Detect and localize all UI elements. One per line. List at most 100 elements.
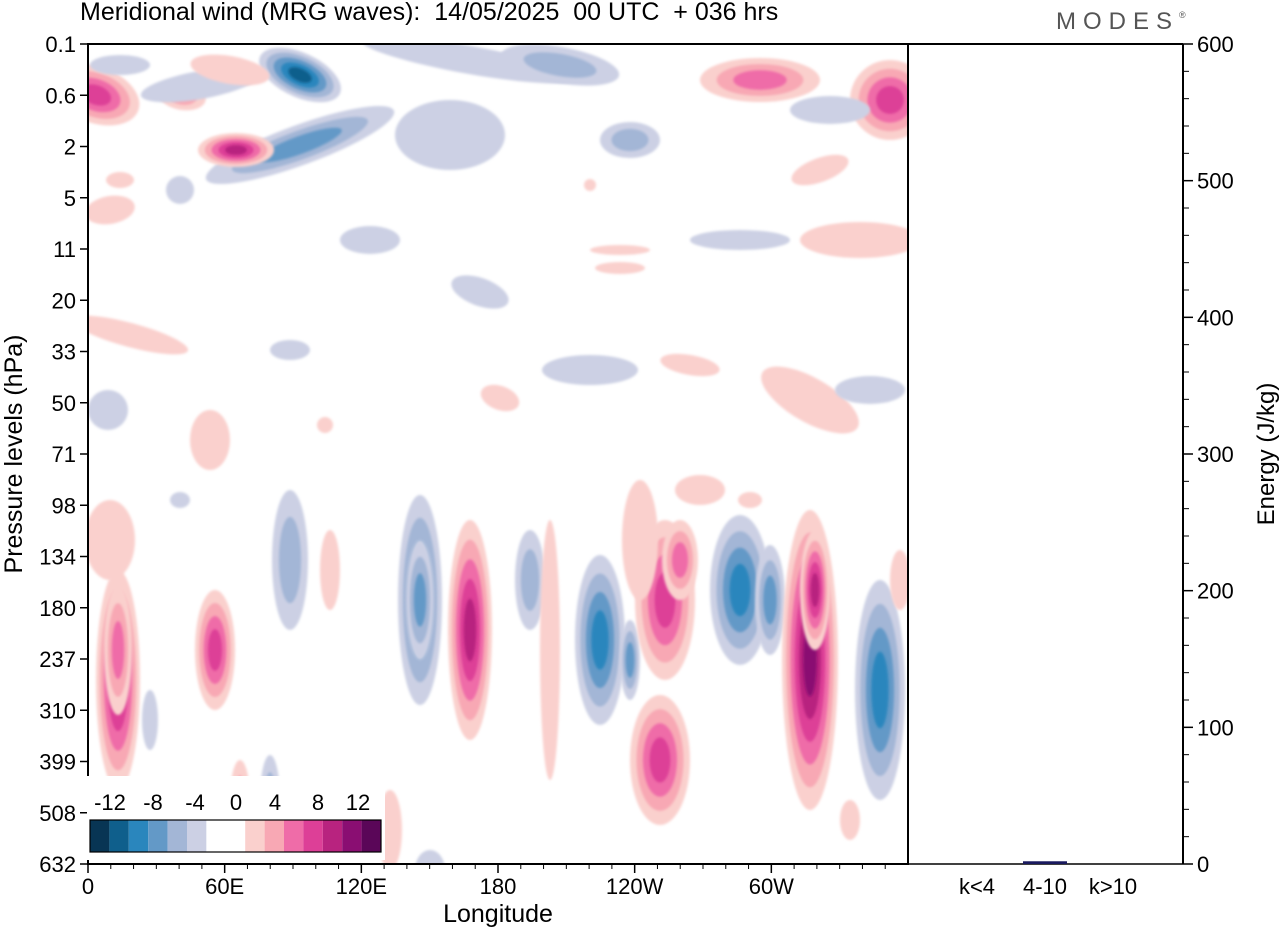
energy-tick-label: 100: [1197, 715, 1234, 740]
energy-tick-label: 200: [1197, 579, 1234, 604]
colorbar-swatch: [264, 820, 284, 852]
wind-contour: [320, 530, 340, 610]
colorbar-label: 12: [346, 790, 370, 815]
energy-tick-label: 300: [1197, 442, 1234, 467]
wind-contour: [622, 480, 658, 600]
colorbar-swatch: [303, 820, 323, 852]
colorbar-swatch: [109, 820, 129, 852]
wind-contour: [672, 542, 688, 578]
colorbar-border: [89, 819, 382, 853]
wind-contour: [463, 598, 477, 662]
colorbar-label: 8: [312, 790, 324, 815]
wind-contour: [415, 850, 445, 864]
energy-axis-label: Energy (J/kg): [1253, 383, 1280, 526]
wind-contour: [761, 366, 859, 434]
y-axis-label: Pressure levels (hPa): [0, 335, 28, 574]
wind-contour: [111, 621, 125, 679]
wind-contour: [270, 340, 310, 360]
wind-contour: [451, 275, 509, 309]
wind-contour: [649, 737, 671, 783]
pressure-tick-label: 20: [52, 288, 76, 313]
energy-tick-label: 500: [1197, 169, 1234, 194]
pressure-tick-label: 310: [39, 698, 76, 723]
wind-contour: [88, 390, 128, 430]
pressure-tick-label: 399: [39, 750, 76, 775]
wind-contour: [166, 176, 194, 204]
wind-contour: [810, 572, 820, 608]
longitude-ticks: 0 60E 120E 180 120W 60W: [82, 864, 886, 899]
wind-contour: [170, 492, 190, 508]
wind-contour: [611, 128, 649, 152]
pressure-tick-label: 0.6: [45, 83, 76, 108]
wind-contour: [395, 100, 505, 170]
pressure-tick-label: 98: [52, 493, 76, 518]
longitude-tick-label: 0: [82, 874, 94, 899]
wind-contour: [675, 475, 725, 505]
wind-contour: [625, 642, 635, 678]
wind-contour: [733, 70, 787, 90]
wind-field: [88, 44, 908, 864]
wind-contour: [763, 575, 777, 625]
wind-contour: [523, 52, 597, 78]
wind-contour: [520, 549, 540, 611]
colorbar-swatch: [225, 820, 246, 852]
wind-contour: [190, 54, 270, 86]
wind-contour: [800, 222, 908, 258]
wind-contour: [288, 67, 312, 83]
pressure-tick-label: 50: [52, 391, 76, 416]
chart-title: Meridional wind (MRG waves): 14/05/2025 …: [80, 0, 779, 26]
pressure-tick-label: 2: [64, 135, 76, 160]
wind-contour: [90, 55, 150, 75]
x-axis-label: Longitude: [443, 900, 553, 928]
pressure-ticks: 0.1 0.6 2 5 11 20 33 50 71 98 134 180 237 310 399 508 63…: [39, 32, 88, 877]
colorbar-label: -4: [185, 790, 205, 815]
pressure-tick-label: 33: [52, 340, 76, 365]
energy-category-label: k>10: [1089, 874, 1137, 899]
pressure-tick-label: 71: [52, 442, 76, 467]
colorbar-swatch: [128, 820, 149, 852]
longitude-tick-label: 180: [480, 874, 517, 899]
colorbar-label: 4: [269, 790, 281, 815]
colorbar-label: -12: [94, 790, 126, 815]
wind-contour: [190, 410, 230, 470]
pressure-tick-label: 5: [64, 186, 76, 211]
energy-tick-label: 0: [1197, 852, 1209, 877]
wind-contour: [840, 800, 860, 840]
longitude-tick-label: 60W: [749, 874, 794, 899]
wind-contour: [278, 516, 302, 604]
wind-contour: [317, 417, 333, 433]
pressure-tick-label: 0.1: [45, 32, 76, 57]
pressure-tick-label: 180: [39, 596, 76, 621]
colorbar-swatch: [187, 820, 207, 852]
modes-logo: MODES®: [1056, 8, 1186, 35]
energy-tick-label: 400: [1197, 305, 1234, 330]
wind-contour: [835, 376, 905, 404]
wind-contour: [540, 520, 560, 780]
colorbar-swatch: [206, 820, 226, 852]
energy-bars: k<4 4-10 k>10: [955, 861, 1137, 899]
wind-contour: [690, 230, 790, 250]
colorbar-swatch: [167, 820, 187, 852]
wind-contour: [413, 573, 427, 627]
energy-tick-label: 600: [1197, 32, 1234, 57]
wind-contour: [88, 195, 135, 225]
wind-contour: [88, 500, 135, 580]
pressure-tick-label: 237: [39, 647, 76, 672]
pressure-tick-label: 632: [39, 852, 76, 877]
wind-contour: [88, 315, 189, 355]
longitude-tick-label: 120W: [606, 874, 664, 899]
colorbar: -12 -8 -4 0 4 8 12: [87, 776, 385, 860]
wind-contour: [738, 492, 762, 508]
colorbar-swatch: [361, 820, 381, 852]
wind-contour: [542, 355, 638, 385]
colorbar-label: 0: [230, 790, 242, 815]
wind-contour: [591, 610, 609, 670]
wind-contour: [225, 145, 247, 155]
wind-contour: [590, 245, 650, 255]
colorbar-swatch: [284, 820, 304, 852]
wind-contour: [584, 179, 596, 191]
wind-contour: [871, 651, 889, 729]
colorbar-swatch: [90, 820, 110, 852]
wind-contour: [729, 563, 751, 617]
